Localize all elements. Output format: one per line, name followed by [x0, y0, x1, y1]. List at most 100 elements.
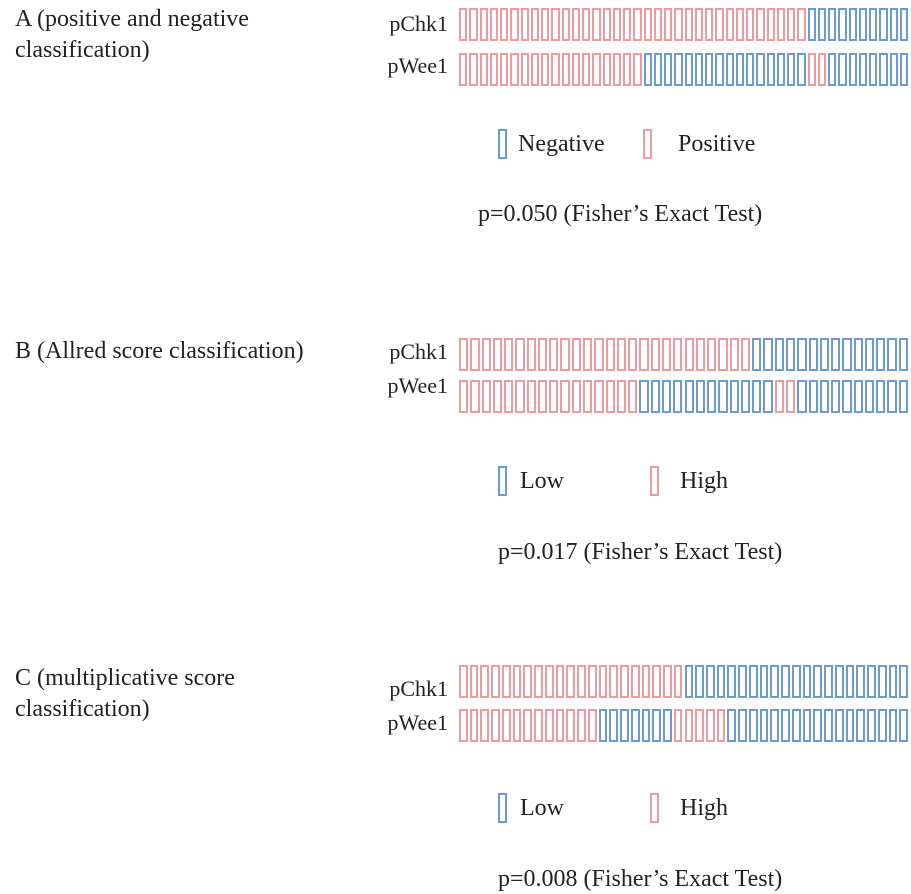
legend-low-label: Low: [520, 795, 564, 821]
cell-high: [583, 338, 593, 371]
cell-high: [537, 338, 548, 371]
cell-high: [566, 709, 576, 742]
cell-positive: [725, 8, 734, 41]
cell-low: [684, 380, 694, 413]
legend-positive-label: Positive: [678, 131, 756, 157]
cell-low: [759, 665, 769, 698]
cell-positive: [582, 53, 591, 86]
cell-positive: [469, 8, 478, 41]
cell-low: [609, 709, 619, 742]
cell-low: [888, 665, 898, 698]
cell-positive: [674, 8, 683, 41]
panel-a-row-label-pchk1: pChk1: [389, 11, 448, 36]
cell-negative: [879, 53, 888, 86]
cell-high: [628, 338, 638, 371]
cell-negative: [653, 53, 662, 86]
cell-positive: [705, 8, 714, 41]
cell-low: [813, 665, 823, 698]
cell-positive: [459, 53, 468, 86]
cell-low: [630, 709, 640, 742]
cell-high: [526, 338, 536, 371]
cell-negative: [848, 53, 857, 86]
cell-high: [652, 665, 662, 698]
panel-a-row-label-pwee1: pWee1: [387, 53, 448, 78]
cell-high: [594, 338, 604, 371]
cell-high: [523, 709, 533, 742]
cell-low: [813, 709, 823, 742]
cell-high: [641, 665, 651, 698]
cell-positive: [510, 53, 519, 86]
cell-high: [492, 338, 503, 371]
cell-low: [770, 665, 780, 698]
cell-positive: [623, 8, 632, 41]
cell-low: [620, 709, 629, 742]
cell-positive: [756, 8, 765, 41]
cell-positive: [551, 53, 560, 86]
cell-positive: [797, 8, 806, 41]
legend-negative-swatch: [498, 129, 507, 159]
cell-low: [824, 709, 833, 742]
cell-high: [526, 380, 536, 413]
cell-low: [834, 709, 844, 742]
cell-high: [537, 380, 548, 413]
cell-negative: [807, 8, 816, 41]
cell-high: [501, 665, 511, 698]
cell-positive: [807, 53, 816, 86]
cell-positive: [469, 53, 478, 86]
cell-low: [781, 709, 790, 742]
cell-positive: [551, 8, 560, 41]
cell-positive: [500, 8, 509, 41]
cell-low: [684, 665, 694, 698]
cell-low: [831, 380, 841, 413]
cell-high: [639, 338, 649, 371]
cell-low: [808, 380, 818, 413]
cell-high: [544, 709, 554, 742]
cell-positive: [694, 8, 703, 41]
cell-high: [469, 709, 479, 742]
cell-low: [834, 665, 844, 698]
cell-high: [549, 338, 559, 371]
cell-negative: [838, 8, 847, 41]
cell-low: [661, 380, 672, 413]
cell-high: [620, 665, 629, 698]
cell-high: [729, 338, 739, 371]
cell-positive: [602, 8, 611, 41]
cell-low: [716, 665, 726, 698]
cell-high: [515, 380, 525, 413]
cell-high: [480, 665, 490, 698]
cell-negative: [684, 53, 693, 86]
legend-high-label: High: [680, 468, 728, 494]
cell-negative: [858, 53, 867, 86]
cell-high: [534, 665, 543, 698]
cell-negative: [746, 53, 755, 86]
cell-high: [512, 709, 522, 742]
cell-high: [571, 380, 582, 413]
cell-positive: [459, 8, 468, 41]
cell-low: [819, 338, 830, 371]
cell-low: [663, 709, 672, 742]
cell-positive: [633, 8, 642, 41]
panel-c-row-label-pchk1: pChk1: [389, 676, 448, 701]
cell-positive: [489, 8, 498, 41]
cell-high: [705, 709, 715, 742]
cell-low: [856, 665, 866, 698]
legend-negative-label: Negative: [518, 131, 605, 157]
cell-low: [740, 380, 751, 413]
cell-high: [501, 709, 511, 742]
cell-negative: [664, 53, 673, 86]
cell-negative: [838, 53, 847, 86]
cell-low: [673, 380, 683, 413]
cell-high: [566, 665, 576, 698]
cell-low: [898, 338, 908, 371]
cell-positive: [530, 8, 539, 41]
cell-low: [819, 380, 830, 413]
cell-high: [577, 665, 586, 698]
cell-low: [899, 665, 908, 698]
cell-negative: [858, 8, 867, 41]
cell-positive: [479, 8, 488, 41]
cell-low: [727, 709, 737, 742]
cell-high: [571, 338, 582, 371]
legend-high-swatch: [650, 793, 659, 823]
cell-positive: [479, 53, 488, 86]
cell-positive: [612, 53, 621, 86]
